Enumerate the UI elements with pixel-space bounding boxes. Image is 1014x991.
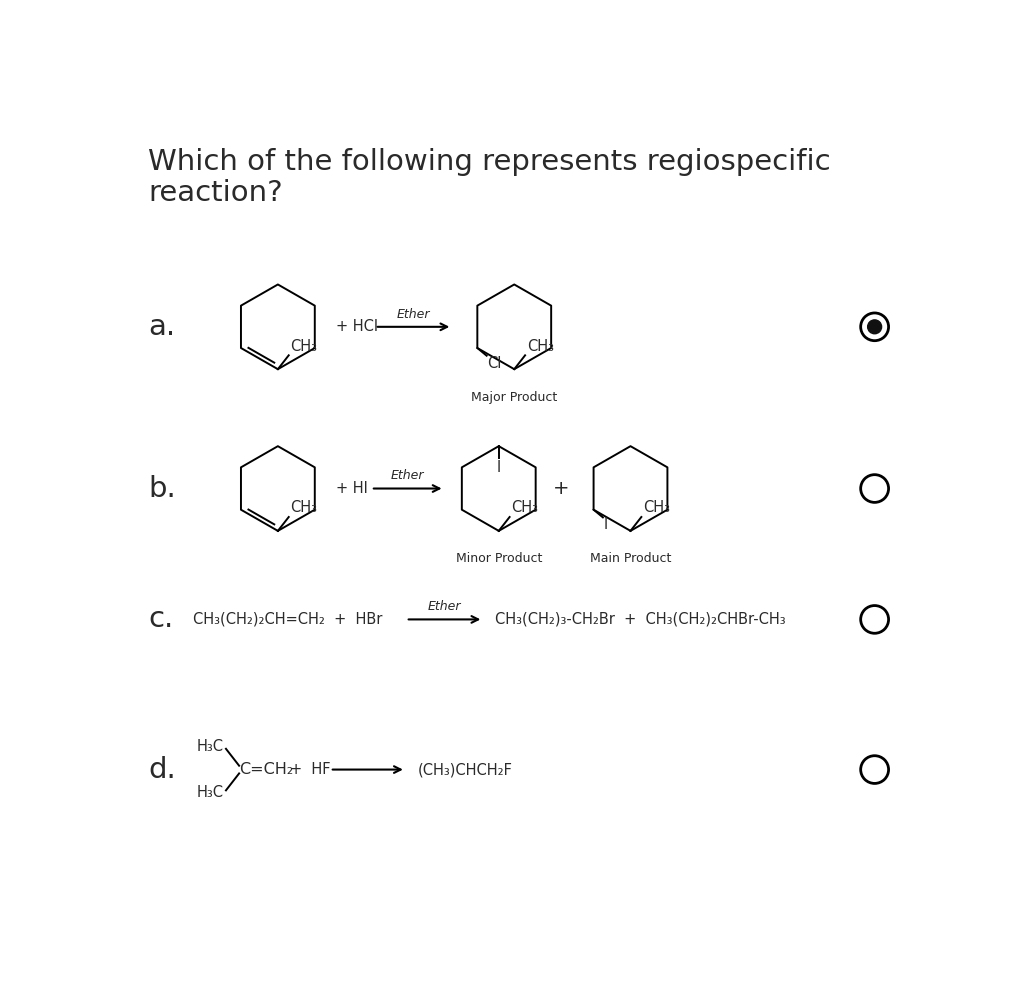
Text: CH₃: CH₃ [290,339,317,354]
Text: H₃C: H₃C [197,785,223,800]
Text: + HCl: + HCl [336,319,378,334]
Text: Main Product: Main Product [590,552,671,566]
Circle shape [868,320,881,334]
Text: Ether: Ether [396,307,430,321]
Text: b.: b. [148,475,176,502]
Text: CH₃: CH₃ [290,500,317,515]
Text: + HI: + HI [336,481,368,496]
Text: d.: d. [148,755,176,784]
Text: reaction?: reaction? [148,179,283,207]
Text: +  HF: + HF [290,762,330,777]
Text: I: I [497,460,501,475]
Text: Ether: Ether [391,470,425,483]
Text: Major Product: Major Product [472,390,558,403]
Text: H₃C: H₃C [197,739,223,754]
Text: CH₃(CH₂)₂CH=CH₂  +  HBr: CH₃(CH₂)₂CH=CH₂ + HBr [193,611,382,627]
Text: I: I [603,517,608,532]
Text: Ether: Ether [428,601,461,613]
Text: Which of the following represents regiospecific: Which of the following represents regios… [148,149,831,176]
Text: a.: a. [148,313,175,341]
Text: C=CH₂: C=CH₂ [239,762,293,777]
Text: Minor Product: Minor Product [455,552,541,566]
Text: (CH₃)CHCH₂F: (CH₃)CHCH₂F [418,762,512,777]
Text: +: + [553,479,569,498]
Text: Cl: Cl [488,356,502,371]
Text: CH₃: CH₃ [511,500,538,515]
Text: CH₃: CH₃ [643,500,670,515]
Text: CH₃(CH₂)₃-CH₂Br  +  CH₃(CH₂)₂CHBr-CH₃: CH₃(CH₂)₃-CH₂Br + CH₃(CH₂)₂CHBr-CH₃ [495,611,786,627]
Text: c.: c. [148,606,173,633]
Text: CH₃: CH₃ [526,339,554,354]
